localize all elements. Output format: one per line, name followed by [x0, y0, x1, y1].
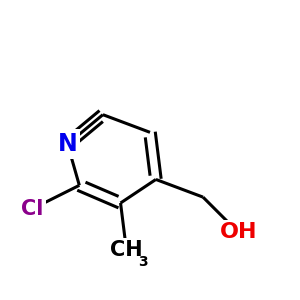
- Text: Cl: Cl: [21, 199, 44, 219]
- Text: N: N: [58, 132, 77, 156]
- Text: 3: 3: [138, 255, 148, 269]
- Text: CH: CH: [110, 240, 143, 260]
- Text: OH: OH: [220, 222, 257, 242]
